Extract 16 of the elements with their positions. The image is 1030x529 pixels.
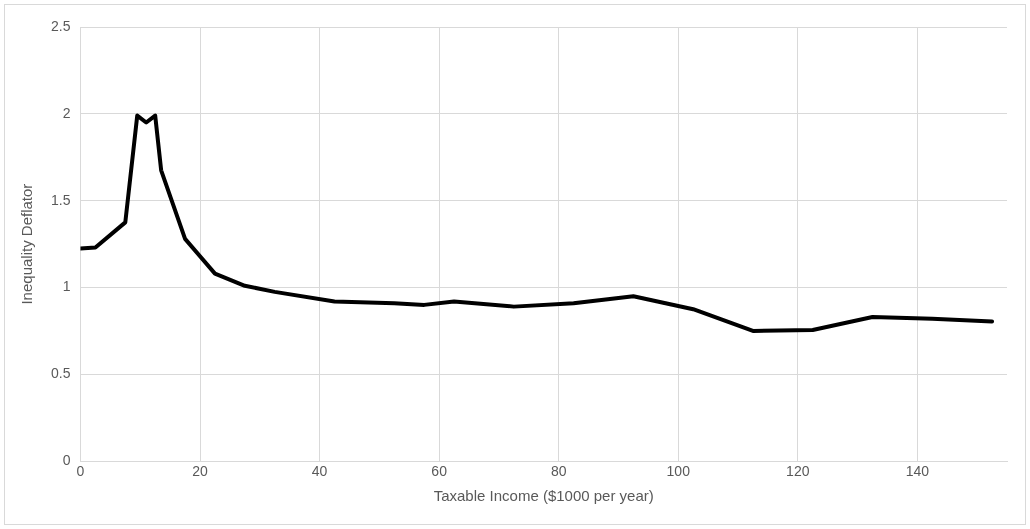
x-tick-label: 80 — [550, 463, 567, 480]
y-tick-label: 1.5 — [50, 191, 71, 208]
y-tick-label: 1 — [62, 278, 71, 295]
x-tick-label: 60 — [431, 463, 448, 480]
x-tick-label: 40 — [311, 463, 328, 480]
y-tick-label: 0.5 — [50, 365, 71, 382]
x-tick-label: 0 — [76, 463, 85, 480]
y-tick-label: 2 — [62, 104, 71, 121]
y-tick-label: 2.5 — [50, 17, 71, 34]
x-tick-label: 140 — [905, 463, 930, 480]
y-tick-label: 0 — [62, 452, 71, 469]
x-tick-label: 120 — [786, 463, 810, 480]
x-axis-title: Taxable Income ($1000 per year) — [433, 487, 654, 505]
x-tick-label: 20 — [192, 463, 209, 480]
x-tick-label: 100 — [666, 463, 691, 480]
y-axis-title: Inequality Deflator — [18, 183, 36, 305]
